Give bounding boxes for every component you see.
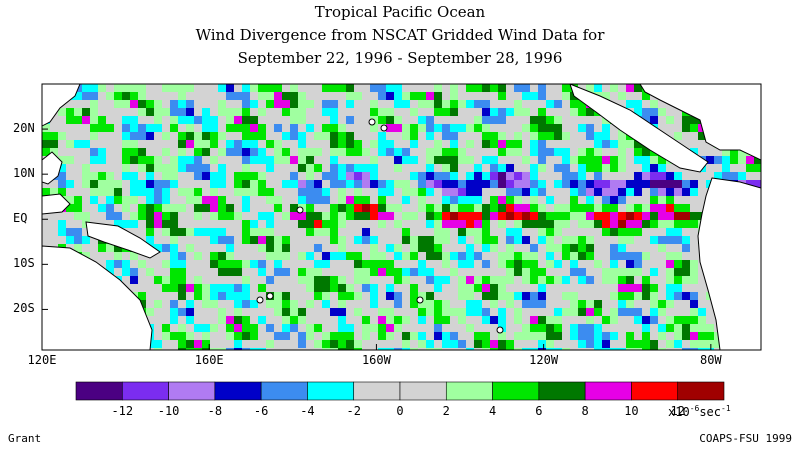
units-exponent: -6 <box>689 404 700 413</box>
lat-label: EQ <box>13 211 28 226</box>
landmass <box>697 177 761 350</box>
colorbar-units: x10-6sec-1 <box>668 404 731 419</box>
colorbar-swatch <box>75 381 123 401</box>
lat-label: 20N <box>13 121 35 136</box>
island <box>266 292 274 300</box>
island <box>296 206 304 214</box>
axis-ticks <box>41 128 712 350</box>
colorbar-tick-label: -4 <box>300 404 314 418</box>
colorbar-tick-label: 4 <box>489 404 496 418</box>
colorbar-tick-label: 8 <box>582 404 589 418</box>
map-frame <box>41 83 762 351</box>
footer-credit: COAPS-FSU 1999 <box>699 432 792 445</box>
lon-label: 160E <box>194 353 224 367</box>
coastlines <box>42 84 761 350</box>
colorbar-swatch <box>399 381 447 401</box>
lon-label: 160W <box>361 353 391 367</box>
landmass <box>42 84 81 127</box>
island <box>368 118 376 126</box>
colorbar-swatch <box>214 381 262 401</box>
colorbar-tick-label: 12 <box>670 404 684 418</box>
landmass <box>85 221 161 259</box>
colorbar-swatch <box>538 381 586 401</box>
units-seconds: sec <box>699 405 722 419</box>
lat-label: 10S <box>13 256 35 271</box>
lon-label: 120E <box>27 353 57 367</box>
colorbar-swatch <box>307 381 355 401</box>
lon-label: 80W <box>699 353 722 367</box>
colorbar-tick-label: -12 <box>111 404 133 418</box>
colorbar-swatch <box>168 381 216 401</box>
colorbar-swatch <box>260 381 308 401</box>
lon-label: 120W <box>529 353 559 367</box>
colorbar-tick-label: -2 <box>346 404 360 418</box>
colorbar-swatch <box>445 381 493 401</box>
divergence-field <box>42 84 761 350</box>
colorbar-swatch <box>353 381 401 401</box>
landmass <box>42 245 153 350</box>
island <box>380 124 388 132</box>
lat-label: 10N <box>13 166 35 181</box>
colorbar-tick-label: 2 <box>443 404 450 418</box>
colorbar-tick-label: 10 <box>624 404 638 418</box>
colorbar-tick-label: 6 <box>535 404 542 418</box>
colorbar-swatch <box>677 381 725 401</box>
island <box>496 326 504 334</box>
colorbar-tick-label: -6 <box>254 404 268 418</box>
footer-author: Grant <box>8 432 42 445</box>
landmass <box>42 193 71 215</box>
landmass <box>569 84 709 173</box>
colorbar: -12 -10 -8 -6 -4 -2 0 2 4 6 8 10 12 <box>75 381 725 418</box>
colorbar-tick-label: 0 <box>396 404 403 418</box>
colorbar-tick-label: -8 <box>208 404 222 418</box>
colorbar-swatch <box>492 381 540 401</box>
title-line-1: Tropical Pacific Ocean <box>314 3 486 21</box>
title-line-3: September 22, 1996 - September 28, 1996 <box>237 49 563 67</box>
title-line-2: Wind Divergence from NSCAT Gridded Wind … <box>195 26 605 44</box>
landmass <box>42 151 63 185</box>
landmass <box>639 84 761 161</box>
colorbar-tick-label: -10 <box>158 404 180 418</box>
colorbar-swatch <box>121 381 169 401</box>
colorbar-swatch <box>631 381 679 401</box>
island <box>416 296 424 304</box>
colorbar-swatch <box>584 381 632 401</box>
island <box>256 296 264 304</box>
units-seconds-exponent: -1 <box>721 404 731 413</box>
lat-label: 20S <box>13 301 35 316</box>
units-base: x10 <box>668 405 690 419</box>
